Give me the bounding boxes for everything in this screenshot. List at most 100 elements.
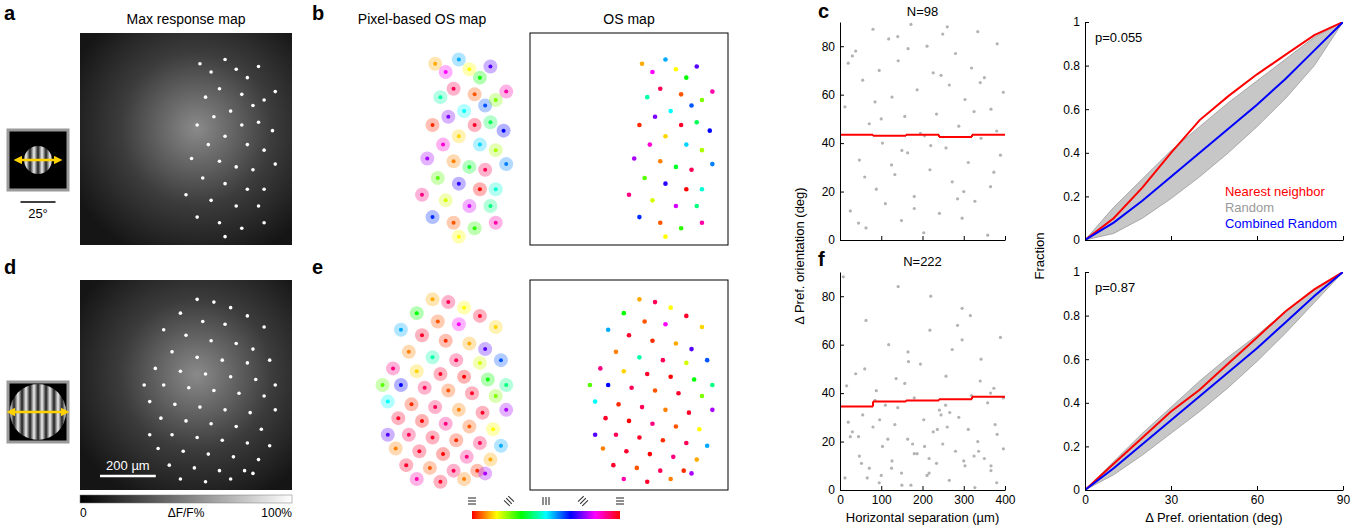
cell bbox=[650, 198, 655, 203]
tick-mark bbox=[1257, 236, 1258, 240]
p-value: p=0.055 bbox=[1095, 30, 1142, 45]
pixel-cell bbox=[504, 162, 508, 166]
cell bbox=[707, 128, 712, 133]
mean-step bbox=[840, 134, 873, 136]
pair-point bbox=[954, 450, 957, 453]
pair-point bbox=[994, 423, 997, 426]
scale-bar-label: 25° bbox=[28, 206, 48, 221]
pixel-cloud bbox=[399, 458, 413, 472]
pair-point bbox=[976, 440, 979, 443]
pixel-cloud bbox=[391, 411, 405, 425]
pixel-cell bbox=[462, 109, 466, 113]
pixel-cloud bbox=[494, 439, 508, 453]
pixel-cell bbox=[467, 67, 471, 71]
pair-point bbox=[906, 350, 909, 353]
cell bbox=[710, 408, 715, 413]
tick-label: 1 bbox=[1073, 15, 1080, 29]
cell-response bbox=[170, 350, 174, 354]
pixel-cell bbox=[473, 92, 477, 96]
cell bbox=[632, 156, 637, 161]
pair-point bbox=[970, 66, 973, 69]
tick-label: 0.4 bbox=[1063, 396, 1080, 410]
cell bbox=[689, 471, 694, 476]
tick-mark bbox=[1343, 236, 1344, 240]
tick: 0.6 bbox=[1063, 353, 1089, 367]
tick: 60 bbox=[822, 338, 844, 352]
tick-mark bbox=[1085, 240, 1089, 241]
pair-point bbox=[878, 69, 881, 72]
orientation-icon bbox=[504, 496, 514, 506]
tick-mark bbox=[964, 486, 965, 490]
cell bbox=[663, 408, 668, 413]
cell-response bbox=[268, 444, 272, 448]
pixel-cell bbox=[431, 215, 435, 219]
pixel-cell bbox=[409, 402, 413, 406]
pixel-cloud bbox=[499, 157, 513, 171]
tick: 0.8 bbox=[1063, 309, 1089, 323]
tick: 0.2 bbox=[1063, 190, 1089, 204]
pair-point bbox=[972, 454, 975, 457]
pair-point bbox=[916, 88, 919, 91]
pixel-cloud bbox=[483, 199, 497, 213]
cell bbox=[650, 338, 655, 343]
legend-entry: Nearest neighbor bbox=[1225, 184, 1325, 199]
pixel-cloud bbox=[415, 414, 429, 428]
pair-point bbox=[864, 319, 867, 322]
cell bbox=[640, 405, 645, 410]
tick-label: 0.4 bbox=[1063, 146, 1080, 160]
cell-response bbox=[212, 300, 216, 304]
cell-response bbox=[220, 438, 224, 442]
pixel-cell bbox=[441, 452, 445, 456]
pixel-cell bbox=[483, 471, 487, 475]
cell-response bbox=[234, 342, 238, 346]
pair-point bbox=[932, 430, 935, 433]
pair-point bbox=[896, 35, 899, 38]
tick-mark bbox=[1085, 66, 1089, 67]
cell-response bbox=[262, 221, 266, 225]
cell bbox=[668, 477, 673, 482]
panel-title: OS map bbox=[603, 11, 655, 27]
pixel-cell bbox=[444, 70, 448, 74]
pair-point bbox=[897, 59, 900, 62]
cell bbox=[637, 435, 642, 440]
pixel-cloud bbox=[462, 419, 476, 433]
cell bbox=[663, 134, 668, 139]
cell-response bbox=[254, 378, 258, 382]
cell bbox=[668, 109, 673, 114]
pair-point bbox=[992, 171, 995, 174]
pair-point bbox=[935, 462, 938, 465]
cell-response bbox=[209, 199, 213, 203]
pixel-cell bbox=[478, 314, 482, 318]
orientation-icon bbox=[578, 496, 588, 506]
pixel-cell bbox=[478, 441, 482, 445]
cell bbox=[705, 443, 710, 448]
pixel-cloud bbox=[394, 378, 408, 392]
cell bbox=[684, 441, 689, 446]
pixel-cell bbox=[481, 411, 485, 415]
tick-mark bbox=[1005, 486, 1006, 490]
pair-point bbox=[866, 476, 869, 479]
cell bbox=[588, 383, 593, 388]
pixel-cell bbox=[394, 447, 398, 451]
tick: 200 bbox=[913, 486, 933, 507]
cell-response bbox=[218, 221, 222, 225]
pair-point bbox=[864, 226, 867, 229]
pair-point bbox=[948, 83, 951, 86]
pair-point bbox=[881, 445, 884, 448]
cell-response bbox=[207, 143, 211, 147]
random-band bbox=[1085, 22, 1343, 240]
cell-response bbox=[229, 306, 233, 310]
pixel-cloud bbox=[473, 71, 487, 85]
icon-stripe bbox=[616, 500, 624, 501]
pixel-cell bbox=[454, 438, 458, 442]
pixel-cell bbox=[494, 221, 498, 225]
tick-label: 0 bbox=[837, 493, 844, 507]
pair-point bbox=[961, 217, 964, 220]
tick: 40 bbox=[822, 136, 844, 150]
stimulus-frame bbox=[8, 382, 68, 442]
pair-point bbox=[851, 54, 854, 57]
pixel-cell bbox=[407, 433, 411, 437]
mean-step bbox=[906, 399, 939, 401]
pixel-cell bbox=[436, 176, 440, 180]
cell-response bbox=[204, 480, 208, 484]
